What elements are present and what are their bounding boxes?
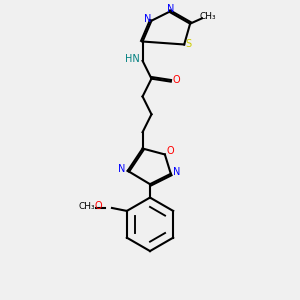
- Text: CH₃: CH₃: [78, 202, 95, 211]
- Text: O: O: [167, 146, 175, 157]
- Text: N: N: [173, 167, 180, 177]
- Text: O: O: [95, 202, 102, 212]
- Text: HN: HN: [125, 54, 140, 64]
- Text: N: N: [167, 4, 175, 14]
- Text: O: O: [173, 75, 181, 85]
- Text: N: N: [118, 164, 125, 174]
- Text: N: N: [144, 14, 152, 24]
- Text: S: S: [186, 40, 192, 50]
- Text: CH₃: CH₃: [200, 12, 216, 21]
